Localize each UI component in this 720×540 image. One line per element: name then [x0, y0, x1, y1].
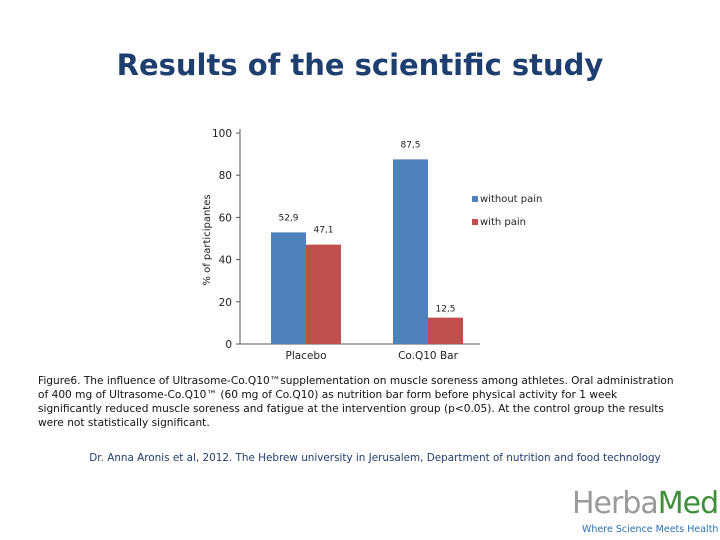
x-tick-label: Placebo: [285, 350, 326, 362]
bar-without-pain-0: [271, 232, 306, 344]
legend-label: without pain: [480, 194, 542, 205]
data-label: 87,5: [400, 140, 420, 150]
figure-caption: Figure6. The influence of Ultrasome-Co.Q…: [38, 375, 674, 429]
y-tick-label: 0: [225, 339, 232, 351]
data-label: 12,5: [435, 305, 455, 315]
x-tick-label: Co.Q10 Bar: [398, 350, 459, 362]
bar-with-pain-1: [428, 317, 463, 344]
bar-without-pain-1: [393, 159, 428, 344]
y-tick-label: 40: [219, 255, 232, 267]
slide-title: Results of the scientific study: [116, 48, 604, 82]
y-axis-title: % of participantes: [202, 194, 213, 285]
logo-tagline: Where Science Meets Health: [582, 524, 719, 535]
y-tick-label: 100: [212, 128, 232, 140]
logo-wordmark: HerbaMed: [572, 486, 719, 521]
y-tick-label: 60: [219, 212, 232, 224]
y-tick-label: 20: [219, 297, 232, 309]
legend-swatch-0: [472, 196, 478, 202]
legend-label: with pain: [480, 217, 526, 228]
y-tick-label: 80: [219, 170, 232, 182]
citation: Dr. Anna Aronis et al, 2012. The Hebrew …: [89, 452, 661, 464]
herbamed-logo: HerbaMed Where Science Meets Health: [572, 486, 720, 540]
bar-with-pain-0: [306, 244, 341, 344]
data-label: 47,1: [313, 226, 333, 236]
legend-swatch-1: [472, 219, 478, 225]
data-label: 52,9: [278, 213, 298, 223]
